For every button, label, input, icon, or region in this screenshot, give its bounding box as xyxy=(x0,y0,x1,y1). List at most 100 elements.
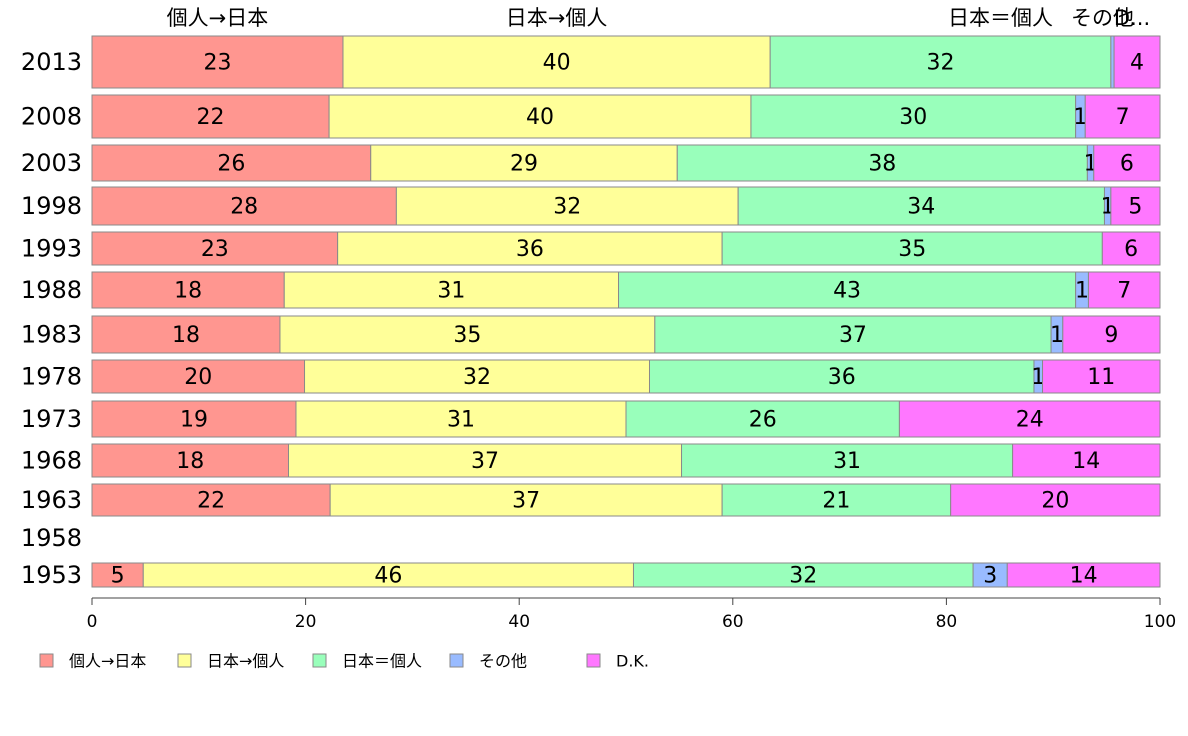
data-label-1953-1: 5 xyxy=(111,564,125,589)
data-label-1983-5: 9 xyxy=(1104,323,1118,348)
top-label-3: 日本＝個人 xyxy=(948,6,1053,30)
data-label-1968-5: 14 xyxy=(1072,449,1100,474)
top-category-labels: 個人→日本 日本→個人 日本＝個人 その他D... xyxy=(167,6,1150,30)
data-label-1978-5: 11 xyxy=(1087,365,1115,390)
bar-segment-2008-1 xyxy=(91,94,330,139)
data-label-1988-1: 18 xyxy=(174,279,202,304)
data-label-1968-3: 31 xyxy=(833,449,861,474)
bar-segment-2008-2 xyxy=(328,94,752,139)
year-label-1983: 1983 xyxy=(21,321,82,349)
bar-segment-1963-5 xyxy=(950,483,1161,517)
year-label-1998: 1998 xyxy=(21,192,82,220)
data-label-2008-5: 7 xyxy=(1116,105,1130,130)
year-label-1958: 1958 xyxy=(21,524,82,552)
bar-segment-2013-3 xyxy=(769,35,1112,89)
top-label-5: D... xyxy=(1114,6,1150,30)
bar-segment-1953-5 xyxy=(1006,562,1161,588)
data-label-1993-2: 36 xyxy=(516,237,544,262)
year-label-2013: 2013 xyxy=(21,48,82,76)
year-label-1988: 1988 xyxy=(21,276,82,304)
bar-segment-1968-5 xyxy=(1012,443,1161,478)
top-label-2: 日本→個人 xyxy=(506,6,608,30)
bar-segment-1988-1 xyxy=(91,271,285,309)
year-label-2003: 2003 xyxy=(21,149,82,177)
legend-swatch-5 xyxy=(586,653,601,668)
data-label-1993-3: 35 xyxy=(898,237,926,262)
data-label-1973-3: 26 xyxy=(749,408,777,433)
data-label-1998-2: 32 xyxy=(553,195,581,220)
legend-label-5: D.K. xyxy=(616,652,649,671)
data-label-1988-3: 43 xyxy=(833,279,861,304)
data-label-1988-2: 31 xyxy=(437,279,465,304)
bar-segment-1973-3 xyxy=(625,400,900,438)
bar-segment-1998-2 xyxy=(395,186,739,226)
bar-segment-1998-3 xyxy=(737,186,1105,226)
bar-segment-1983-1 xyxy=(91,315,281,354)
x-tick-label-100: 100 xyxy=(1144,612,1176,632)
bars-area: 23 40 32 422 40 30 1 726 29 38 1 628 32 34 1 523 36 35 618… xyxy=(91,35,1161,589)
data-label-2003-3: 38 xyxy=(868,152,896,177)
data-label-1983-3: 37 xyxy=(839,323,867,348)
data-label-2013-5: 4 xyxy=(1130,51,1144,76)
bar-segment-1973-1 xyxy=(91,400,297,438)
bar-segment-2003-3 xyxy=(676,144,1088,182)
year-label-1993: 1993 xyxy=(21,235,82,263)
x-tick-label-40: 40 xyxy=(508,612,530,632)
legend: 個人→日本 日本→個人 日本＝個人 その他 D.K. xyxy=(39,652,649,671)
legend-label-4: その他 xyxy=(479,652,527,671)
data-label-1983-2: 35 xyxy=(453,323,481,348)
year-label-1963: 1963 xyxy=(21,486,82,514)
data-label-1968-1: 18 xyxy=(176,449,204,474)
bar-segment-2003-1 xyxy=(91,144,372,182)
bar-segment-2013-2 xyxy=(342,35,771,89)
year-label-1973: 1973 xyxy=(21,405,82,433)
data-label-2008-1: 22 xyxy=(197,105,225,130)
bar-segment-1953-3 xyxy=(632,562,974,588)
x-tick-label-20: 20 xyxy=(295,612,317,632)
bar-segment-1983-5 xyxy=(1062,315,1161,354)
bar-segment-2013-1 xyxy=(91,35,344,89)
bar-segment-1978-5 xyxy=(1042,359,1161,394)
data-label-1953-3: 32 xyxy=(789,564,817,589)
data-label-1968-2: 37 xyxy=(471,449,499,474)
data-label-1978-2: 32 xyxy=(463,365,491,390)
bar-segment-1998-5 xyxy=(1110,186,1161,226)
bar-segment-1993-5 xyxy=(1101,231,1161,266)
bar-segment-2008-5 xyxy=(1084,94,1161,139)
bar-segment-1973-5 xyxy=(898,400,1161,438)
bar-segment-1978-3 xyxy=(648,359,1035,394)
year-label-1953: 1953 xyxy=(21,561,82,589)
year-axis-labels: 2013 2008 2003 1998 1993 1988 1983 1978 1973 1968… xyxy=(21,48,82,589)
data-label-2013-2: 40 xyxy=(543,51,571,76)
top-label-4: その他 xyxy=(1071,6,1134,30)
legend-swatch-3 xyxy=(312,653,327,668)
bar-segment-1988-5 xyxy=(1087,271,1161,309)
data-label-1953-5: 14 xyxy=(1070,564,1098,589)
year-label-1978: 1978 xyxy=(21,363,82,391)
legend-swatch-4 xyxy=(449,653,464,668)
data-label-1963-3: 21 xyxy=(822,489,850,514)
data-label-1988-5: 7 xyxy=(1117,279,1131,304)
data-label-2003-5: 6 xyxy=(1120,152,1134,177)
legend-label-1: 個人→日本 xyxy=(69,652,146,671)
bar-segment-1983-2 xyxy=(279,315,656,354)
data-label-2008-3: 30 xyxy=(899,105,927,130)
data-label-2013-1: 23 xyxy=(203,51,231,76)
x-tick-label-0: 0 xyxy=(87,612,98,632)
data-label-2008-2: 40 xyxy=(526,105,554,130)
data-label-1963-1: 22 xyxy=(197,489,225,514)
x-axis: 0 20 40 60 80 100 xyxy=(87,597,1176,632)
data-label-1963-5: 20 xyxy=(1041,489,1069,514)
data-label-1983-1: 18 xyxy=(172,323,200,348)
bar-segment-2008-3 xyxy=(750,94,1077,139)
top-label-1: 個人→日本 xyxy=(167,6,269,30)
data-label-1973-5: 24 xyxy=(1016,408,1044,433)
data-label-1978-3: 36 xyxy=(828,365,856,390)
bar-segment-1963-2 xyxy=(329,483,723,517)
data-label-1988-4: 1 xyxy=(1075,279,1089,304)
bar-segment-1998-1 xyxy=(91,186,397,226)
bar-segment-1953-4 xyxy=(972,562,1008,588)
data-label-1998-3: 34 xyxy=(907,195,935,220)
bar-segment-1988-2 xyxy=(283,271,620,309)
